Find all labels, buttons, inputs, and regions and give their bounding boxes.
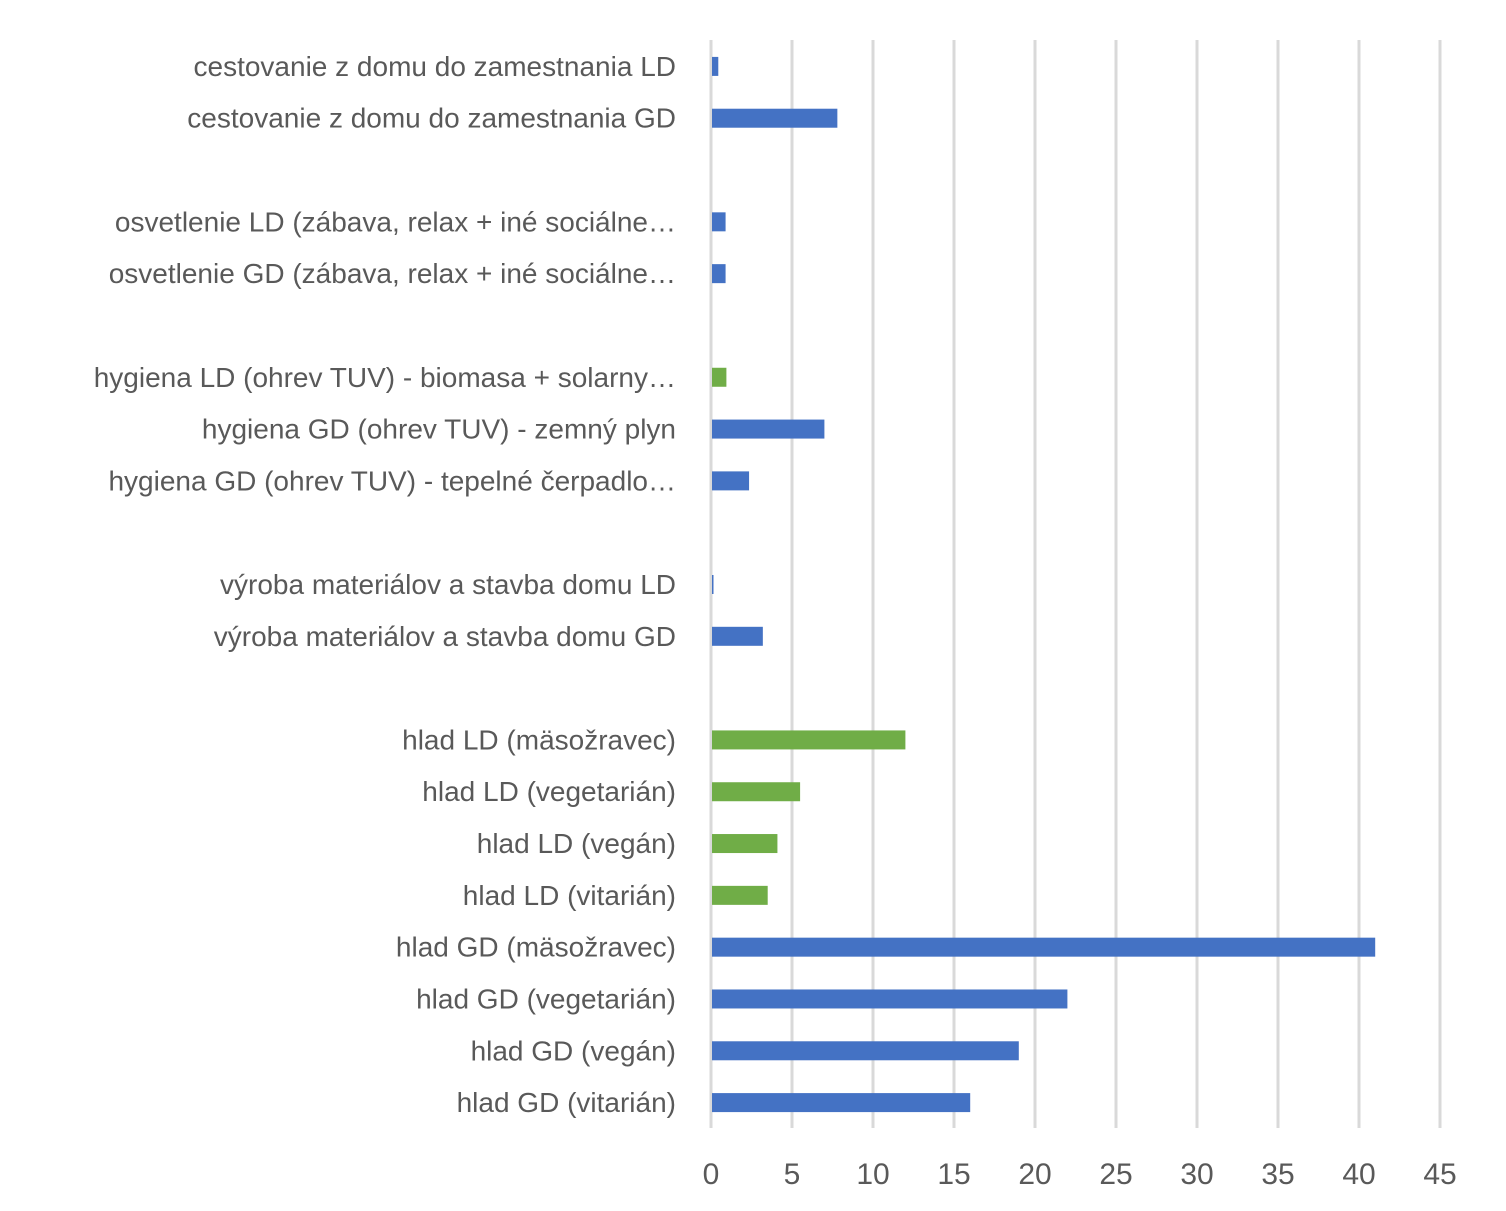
bar xyxy=(712,937,1376,957)
category-label: hygiena GD (ohrev TUV) - tepelné čerpadl… xyxy=(108,465,676,496)
x-tick-label: 25 xyxy=(1099,1158,1132,1191)
bar xyxy=(712,626,763,646)
bar xyxy=(712,471,750,491)
x-tick-label: 30 xyxy=(1180,1158,1213,1191)
category-label: hlad GD (vegetarián) xyxy=(416,983,676,1014)
bar xyxy=(712,1041,1019,1061)
bar xyxy=(712,834,778,854)
category-label: hygiena LD (ohrev TUV) - biomasa + solar… xyxy=(94,362,676,393)
category-label: výroba materiálov a stavba domu LD xyxy=(220,569,676,600)
bar xyxy=(712,989,1068,1009)
category-label: osvetlenie LD (zábava, relax + iné sociá… xyxy=(115,206,676,237)
category-label: osvetlenie GD (zábava, relax + iné sociá… xyxy=(109,258,676,289)
bar xyxy=(712,782,801,802)
category-label: hlad GD (vitarián) xyxy=(457,1087,676,1118)
bar xyxy=(712,419,825,439)
x-tick-label: 45 xyxy=(1423,1158,1456,1191)
bar xyxy=(712,212,726,232)
category-label: cestovanie z domu do zamestnania LD xyxy=(194,51,677,82)
x-tick-label: 40 xyxy=(1342,1158,1375,1191)
bar xyxy=(712,575,714,594)
gridlines xyxy=(709,40,1442,1128)
category-labels: cestovanie z domu do zamestnania LD cesto… xyxy=(94,51,676,1118)
x-tick-label: 5 xyxy=(784,1158,801,1191)
x-tick-label: 15 xyxy=(937,1158,970,1191)
bar xyxy=(712,730,906,750)
category-label: hlad GD (vegán) xyxy=(471,1035,676,1066)
x-tick-labels: 0 5 10 15 20 25 30 35 40 45 xyxy=(703,1158,1457,1191)
bars xyxy=(712,56,1376,1113)
category-label: hlad GD (mäsožravec) xyxy=(396,932,676,963)
category-label: hlad LD (vegán) xyxy=(477,828,676,859)
category-label: hlad LD (mäsožravec) xyxy=(402,724,676,755)
x-tick-label: 0 xyxy=(703,1158,720,1191)
category-label: výroba materiálov a stavba domu GD xyxy=(214,621,676,652)
category-label: hygiena GD (ohrev TUV) - zemný plyn xyxy=(202,414,676,445)
bar xyxy=(712,885,768,905)
x-tick-label: 10 xyxy=(856,1158,889,1191)
bar xyxy=(712,1093,971,1113)
category-label: hlad LD (vitarián) xyxy=(463,880,676,911)
category-label: hlad LD (vegetarián) xyxy=(422,776,676,807)
bar xyxy=(712,367,727,387)
category-label: cestovanie z domu do zamestnania GD xyxy=(187,103,676,134)
bar xyxy=(712,264,726,284)
bar xyxy=(712,108,838,128)
bar xyxy=(712,56,719,76)
x-tick-label: 35 xyxy=(1261,1158,1294,1191)
x-tick-label: 20 xyxy=(1018,1158,1051,1191)
